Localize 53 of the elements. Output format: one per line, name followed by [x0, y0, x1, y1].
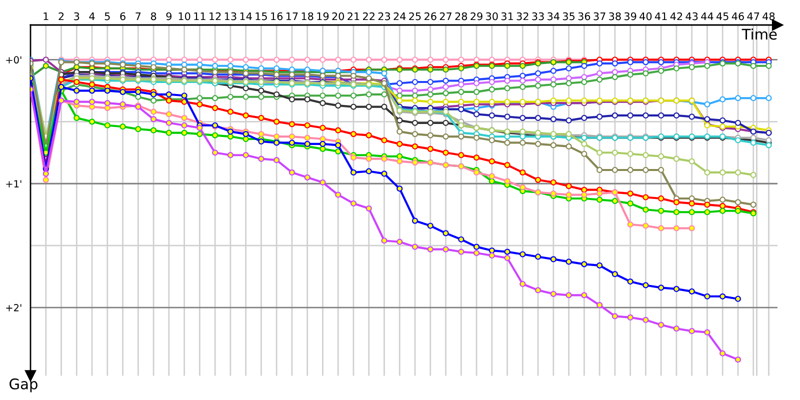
x-tick-label: 3 — [74, 12, 80, 20]
x-tick-label: 21 — [348, 12, 360, 20]
x-tick-label: 6 — [120, 12, 126, 20]
x-tick-label: 8 — [150, 12, 156, 20]
x-tick-label: 4 — [89, 12, 95, 20]
y-tick-label: +1' — [6, 180, 22, 188]
x-tick-label: 1 — [44, 12, 48, 20]
x-tick-label: 18 — [302, 12, 314, 20]
x-tick-label: 33 — [532, 12, 544, 20]
x-tick-label: 31 — [501, 12, 513, 20]
x-tick-label: 24 — [394, 12, 406, 20]
x-tick-label: 30 — [486, 12, 498, 20]
x-tick-label: 16 — [271, 12, 283, 20]
x-tick-label: 15 — [256, 12, 267, 20]
x-tick-label: 22 — [362, 12, 374, 20]
x-tick-label: 14 — [240, 12, 252, 20]
x-tick-label: 43 — [686, 12, 698, 20]
x-tick-label: 2 — [58, 12, 64, 20]
x-tick-label: 12 — [210, 12, 221, 20]
x-tick-label: 26 — [424, 12, 436, 20]
x-tick-label: 19 — [317, 12, 329, 20]
x-tick-label: 42 — [670, 12, 682, 20]
x-tick-label: 40 — [640, 12, 652, 20]
x-tick-label: 29 — [470, 12, 482, 20]
x-axis-title: Time — [742, 28, 777, 40]
x-tick-label: 47 — [747, 12, 760, 20]
x-tick-label: 45 — [716, 12, 728, 20]
x-tick-label: 11 — [194, 12, 206, 20]
x-tick-label: 25 — [409, 12, 421, 20]
x-tick-label: 20 — [332, 12, 344, 20]
x-tick-label: 23 — [378, 12, 390, 20]
x-tick-label: 46 — [732, 12, 744, 20]
x-tick-label: 7 — [136, 12, 141, 20]
x-tick-label: 27 — [440, 12, 452, 20]
y-axis-title: Gap — [10, 378, 38, 392]
y-tick-label: +2' — [6, 304, 22, 312]
x-tick-label: 44 — [701, 12, 714, 20]
x-tick-label: 9 — [166, 12, 172, 20]
x-tick-label: 48 — [762, 12, 775, 20]
y-tick-label: +0' — [6, 56, 22, 64]
x-tick-label: 38 — [609, 12, 621, 20]
x-tick-label: 35 — [562, 12, 575, 20]
x-tick-label: 10 — [178, 12, 190, 20]
x-tick-label: 34 — [548, 12, 560, 20]
x-tick-label: 5 — [104, 12, 110, 20]
x-tick-label: 36 — [578, 12, 590, 20]
x-tick-label: 37 — [594, 12, 606, 20]
x-tick-label: 39 — [624, 12, 636, 20]
x-tick-label: 28 — [455, 12, 468, 20]
x-tick-label: 41 — [654, 12, 667, 20]
x-tick-label: 32 — [516, 12, 528, 20]
x-tick-label: 13 — [224, 12, 236, 20]
x-tick-label: 17 — [286, 12, 298, 20]
